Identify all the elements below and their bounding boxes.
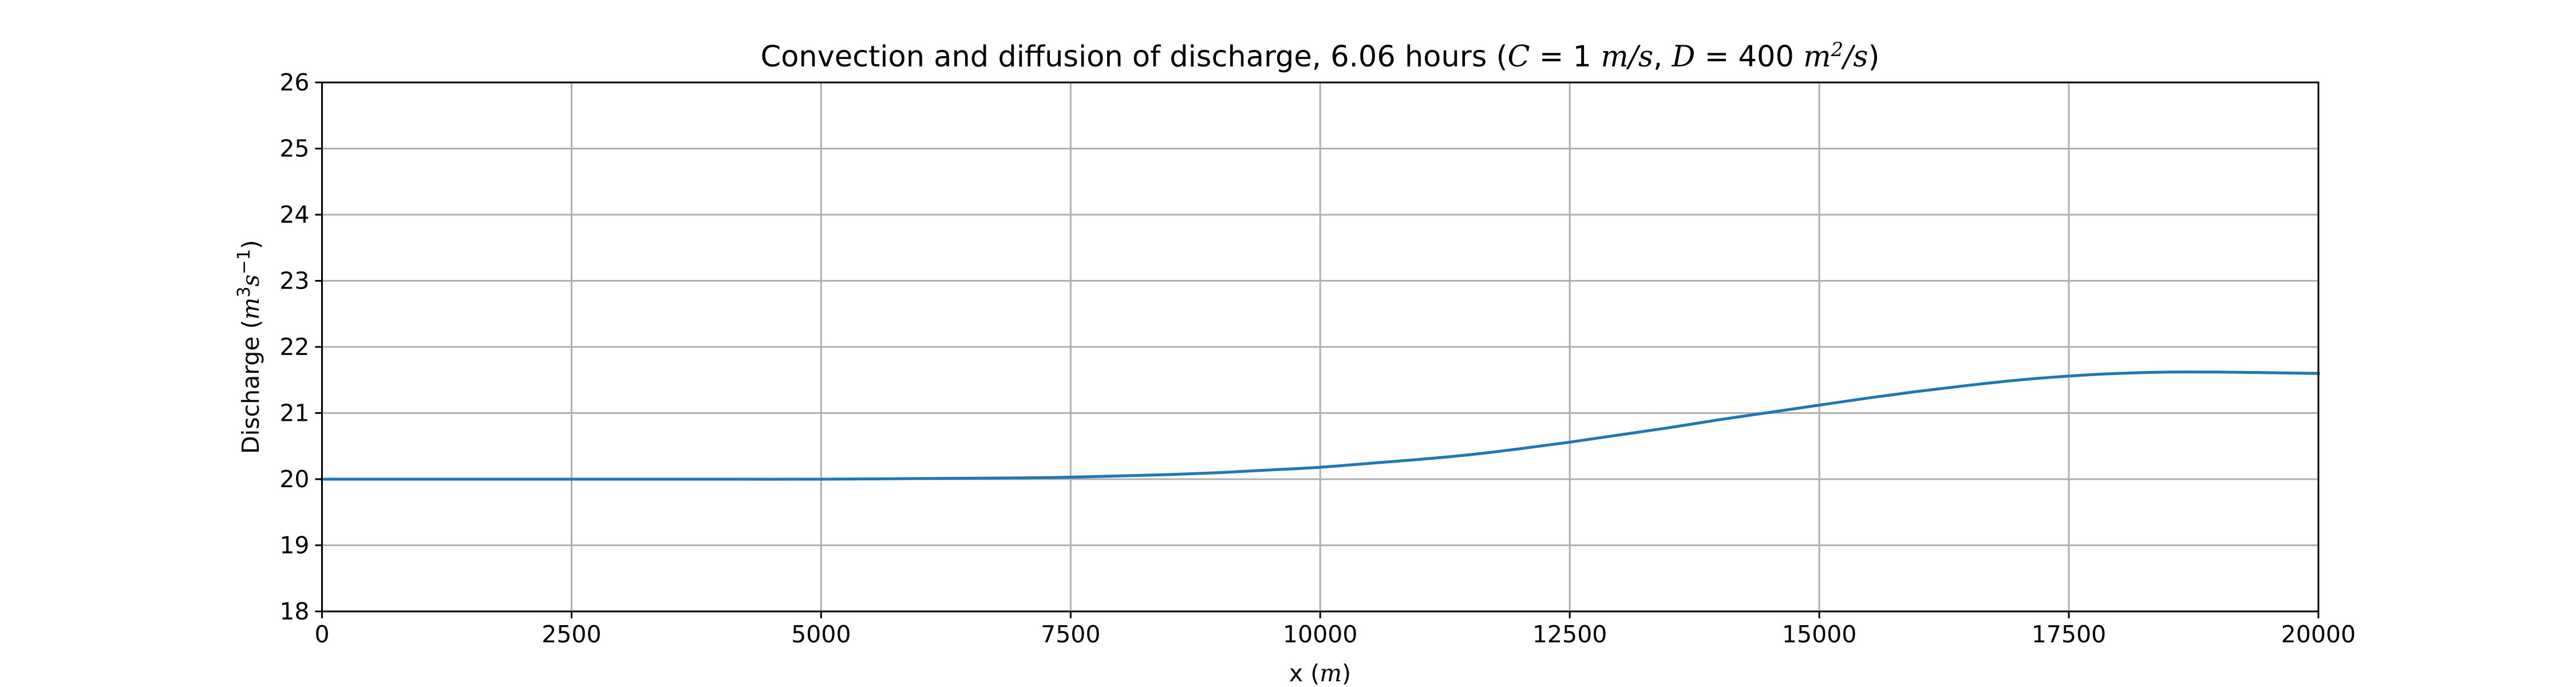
grid-layer bbox=[321, 81, 2320, 613]
tick-layer: 0 2500 5000 7500 10000 12500 15000 17500 20000 18… bbox=[279, 69, 2356, 648]
y-tick-label: 21 bbox=[279, 400, 309, 427]
x-tick-label: 17500 bbox=[2032, 621, 2106, 648]
x-tick-label: 12500 bbox=[1532, 621, 1607, 648]
y-tick-label: 24 bbox=[279, 201, 309, 228]
series-line bbox=[321, 370, 2320, 481]
x-tick-label: 20000 bbox=[2281, 621, 2356, 648]
x-tick-label: 2500 bbox=[542, 621, 601, 648]
x-tick-label: 5000 bbox=[791, 621, 851, 648]
y-tick-label: 26 bbox=[279, 69, 309, 96]
y-tick-label: 23 bbox=[279, 267, 309, 295]
y-tick-label: 20 bbox=[279, 465, 309, 493]
x-tick-label: 7500 bbox=[1041, 621, 1100, 648]
x-tick-label: 15000 bbox=[1782, 621, 1856, 648]
y-tick-label: 18 bbox=[279, 598, 309, 625]
y-axis-label: Discharge (m3s−1) bbox=[234, 240, 264, 454]
y-tick-label: 25 bbox=[279, 135, 309, 163]
y-tick-label: 19 bbox=[279, 532, 309, 559]
y-tick-label: 22 bbox=[279, 333, 309, 361]
x-tick-label: 10000 bbox=[1283, 621, 1357, 648]
chart-title: Convection and diffusion of discharge, 6… bbox=[761, 38, 1880, 74]
x-tick-label: 0 bbox=[314, 621, 329, 648]
x-axis-label: x (m) bbox=[1289, 660, 1351, 687]
